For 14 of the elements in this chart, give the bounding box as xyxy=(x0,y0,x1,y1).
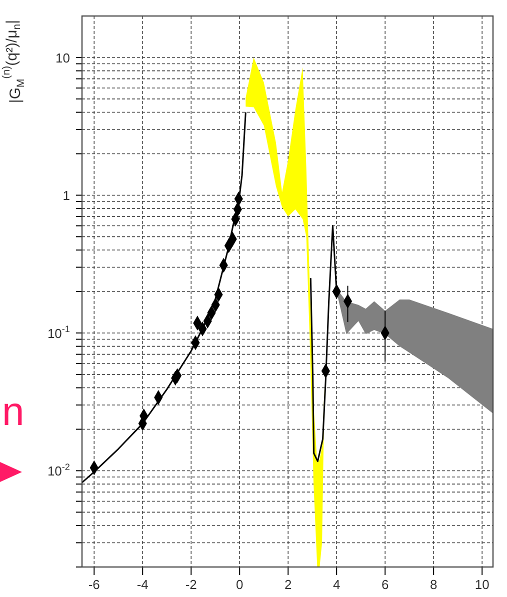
x-tick-label: 8 xyxy=(430,577,438,592)
text: n xyxy=(2,390,24,434)
y-tick-label: 10$^{-2}$ xyxy=(47,462,70,479)
y-tick-label: 10 xyxy=(56,50,70,66)
x-tick-label: 4 xyxy=(332,577,340,592)
x-tick-label: 2 xyxy=(284,577,292,592)
x-tick-label: 10 xyxy=(474,577,490,592)
x-tick-label: 6 xyxy=(381,577,389,592)
x-tick-label: -4 xyxy=(136,577,148,592)
y-tick-label: 10$^{-1}$ xyxy=(47,324,70,341)
y-tick-label: 1 xyxy=(62,188,70,204)
x-tick-label: 0 xyxy=(236,577,244,592)
x-tick-label: -2 xyxy=(185,577,197,592)
x-tick-label: -6 xyxy=(88,577,100,592)
